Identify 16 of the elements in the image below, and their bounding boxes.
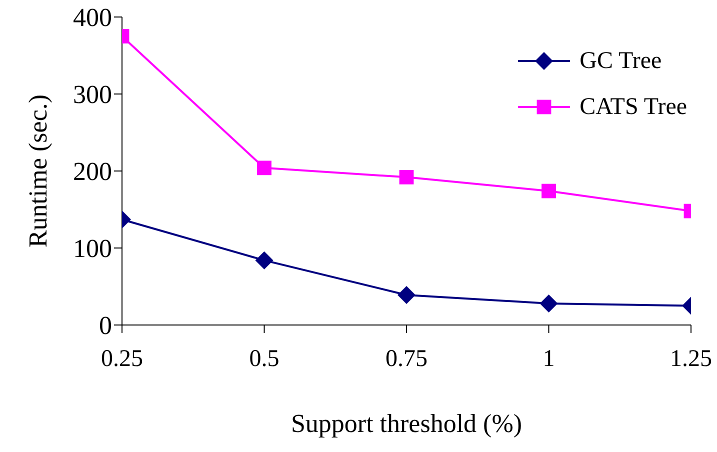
x-tick-label: 0.5 — [249, 346, 280, 372]
x-tick-label: 1 — [542, 346, 555, 372]
y-axis-title: Runtime (sec.) — [24, 94, 52, 248]
x-axis-title: Support threshold (%) — [290, 409, 522, 438]
y-tick-label: 300 — [73, 80, 112, 110]
y-tick-label: 200 — [73, 157, 112, 186]
point — [399, 170, 414, 184]
legend-label: GC Tree — [580, 48, 662, 74]
y-tick-label: 100 — [73, 234, 112, 264]
x-tick-label: 0.25 — [101, 346, 143, 372]
legend-label: CATS Tree — [580, 94, 687, 120]
x-tick-label: 0.75 — [386, 346, 428, 372]
y-tick-label: 0 — [99, 311, 112, 340]
y-tick-label: 400 — [73, 3, 112, 32]
point — [398, 286, 416, 304]
x-tick-label: 1.25 — [670, 346, 712, 372]
